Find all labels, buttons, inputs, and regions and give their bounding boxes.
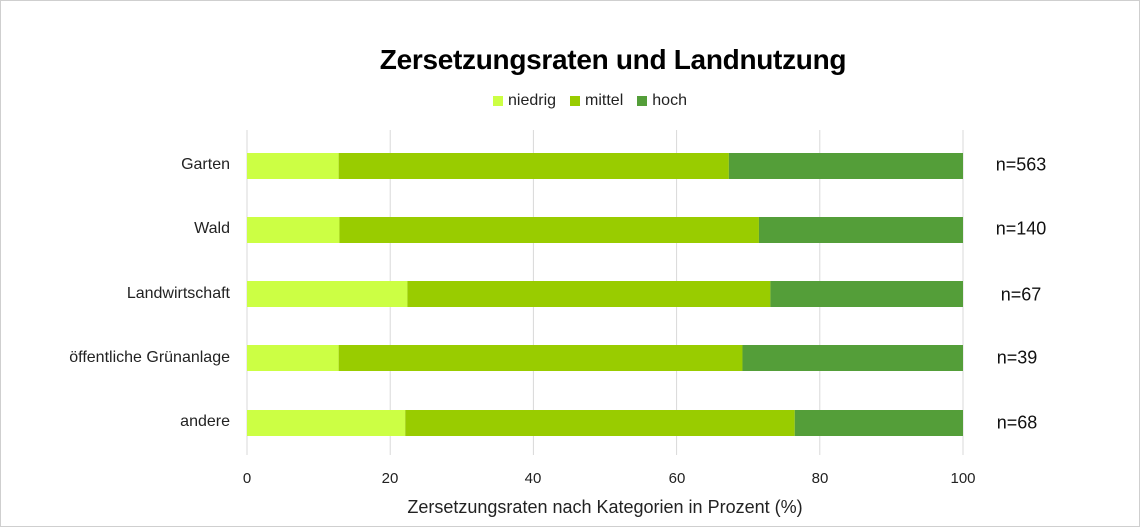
legend-swatch-mittel [570, 96, 581, 106]
legend-item-mittel: mittel [570, 92, 623, 110]
category-label-oeffentliche-gruenanlage: öffentliche Grünanlage [69, 349, 230, 366]
bar-niedrig-3 [247, 345, 339, 371]
category-label-andere: andere [180, 413, 230, 430]
bar-mittel-4 [405, 410, 795, 436]
bar-hoch-2 [770, 281, 963, 307]
legend-item-niedrig: niedrig [493, 92, 556, 110]
legend-label-hoch: hoch [652, 92, 687, 109]
sample-size-andere: n=68 [996, 412, 1038, 433]
chart-legend: niedrig mittel hoch [493, 92, 701, 110]
bar-hoch-1 [758, 217, 963, 243]
sample-size-landwirtschaft: n=67 [1000, 284, 1042, 305]
legend-swatch-hoch [637, 96, 648, 106]
chart-title: Zersetzungsraten und Landnutzung [379, 44, 847, 75]
bar-niedrig-4 [247, 410, 406, 436]
sample-size-oeffentliche-gruenanlage: n=39 [996, 347, 1038, 368]
category-label-garten: Garten [181, 156, 230, 173]
category-label-landwirtschaft: Landwirtschaft [126, 285, 230, 302]
x-tick-label-40: 40 [524, 470, 542, 487]
sample-size-garten: n=563 [995, 154, 1047, 175]
bar-hoch-4 [794, 410, 963, 436]
category-label-wald: Wald [194, 220, 230, 237]
legend-label-niedrig: niedrig [508, 92, 557, 109]
legend-item-hoch: hoch [637, 92, 687, 110]
sample-size-wald: n=140 [995, 218, 1047, 239]
x-axis-title: Zersetzungsraten nach Kategorien in Proz… [407, 497, 803, 517]
x-tick-label-60: 60 [668, 470, 686, 487]
bar-hoch-0 [728, 153, 963, 179]
bar-niedrig-1 [247, 217, 340, 243]
legend-swatch-niedrig [493, 96, 503, 106]
bar-hoch-3 [742, 345, 963, 371]
bar-mittel-0 [338, 153, 729, 179]
x-tick-label-100: 100 [950, 470, 976, 487]
x-tick-label-0: 0 [242, 470, 252, 487]
bar-mittel-2 [407, 281, 771, 307]
x-tick-label-20: 20 [381, 470, 399, 487]
x-tick-label-80: 80 [811, 470, 829, 487]
legend-label-mittel: mittel [585, 92, 624, 109]
bar-niedrig-2 [247, 281, 408, 307]
bar-mittel-3 [338, 345, 743, 371]
bar-mittel-1 [339, 217, 759, 243]
bar-niedrig-0 [247, 153, 339, 179]
